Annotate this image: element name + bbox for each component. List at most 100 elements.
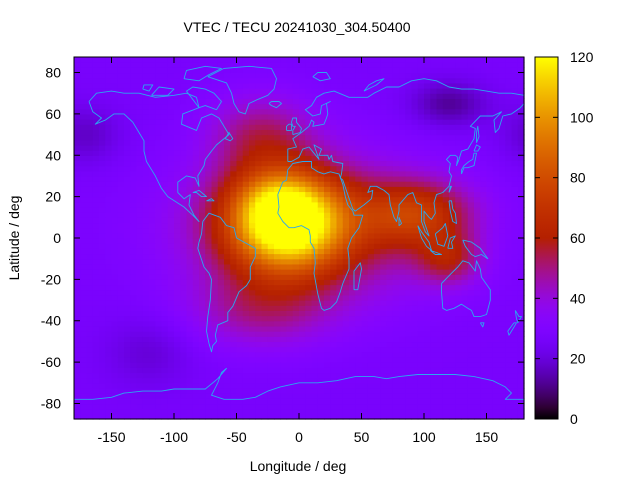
heatmap-cell (299, 232, 306, 239)
heatmap-cell (361, 93, 369, 99)
heatmap-cell (192, 387, 200, 394)
heatmap-cell (149, 398, 156, 405)
heatmap-cell (399, 393, 406, 399)
heatmap-cell (174, 212, 181, 218)
heatmap-cell (461, 88, 469, 94)
heatmap-cell (149, 155, 156, 162)
heatmap-cell (461, 113, 469, 120)
heatmap-cell (211, 398, 219, 405)
heatmap-cell (267, 160, 275, 167)
heatmap-cell (492, 238, 500, 244)
heatmap-cell (199, 305, 206, 311)
heatmap-cell (230, 269, 238, 275)
heatmap-cell (267, 367, 275, 374)
heatmap-cell (274, 393, 281, 399)
heatmap-cell (236, 108, 244, 115)
heatmap-cell (386, 155, 394, 162)
heatmap-cell (80, 181, 88, 187)
heatmap-cell (205, 248, 213, 255)
heatmap-cell (355, 82, 363, 89)
heatmap-cell (92, 201, 100, 208)
heatmap-cell (374, 67, 381, 74)
heatmap-cell (130, 67, 138, 74)
heatmap-cell (217, 186, 225, 193)
heatmap-cell (174, 274, 181, 280)
heatmap-cell (180, 325, 188, 332)
heatmap-cell (230, 155, 238, 162)
heatmap-cell (142, 331, 150, 337)
heatmap-cell (474, 238, 481, 244)
heatmap-cell (242, 331, 250, 337)
heatmap-cell (386, 243, 394, 249)
heatmap-cell (324, 72, 331, 79)
heatmap-cell (149, 413, 156, 420)
heatmap-cell (474, 258, 481, 265)
heatmap-cell (461, 331, 469, 337)
heatmap-cell (336, 186, 344, 193)
heatmap-cell (380, 346, 388, 353)
heatmap-cell (417, 263, 425, 270)
heatmap-cell (311, 294, 319, 301)
heatmap-cell (286, 222, 294, 229)
heatmap-cell (474, 217, 481, 224)
heatmap-cell (249, 222, 256, 229)
heatmap-cell (167, 315, 175, 322)
heatmap-cell (136, 165, 144, 172)
heatmap-cell (80, 382, 88, 389)
heatmap-cell (117, 263, 125, 270)
heatmap-cell (467, 289, 475, 296)
heatmap-cell (74, 227, 81, 234)
heatmap-cell (261, 124, 269, 130)
heatmap-cell (342, 222, 350, 229)
heatmap-cell (424, 57, 431, 63)
heatmap-cell (380, 77, 388, 84)
heatmap-cell (455, 98, 463, 105)
heatmap-cell (330, 382, 338, 389)
heatmap-cell (155, 362, 163, 368)
heatmap-cell (261, 300, 269, 306)
heatmap-cell (430, 243, 438, 249)
heatmap-cell (342, 346, 350, 353)
heatmap-cell (99, 206, 106, 213)
heatmap-cell (461, 186, 469, 193)
heatmap-cell (499, 129, 506, 136)
heatmap-cell (355, 103, 363, 110)
heatmap-cell (392, 186, 400, 193)
heatmap-cell (424, 139, 431, 146)
heatmap-cell (155, 88, 163, 94)
heatmap-cell (86, 320, 94, 327)
heatmap-cell (399, 274, 406, 280)
heatmap-cell (317, 408, 325, 415)
heatmap-cell (380, 144, 388, 151)
heatmap-cell (492, 336, 500, 343)
heatmap-cell (117, 139, 125, 146)
heatmap-cell (499, 263, 506, 270)
heatmap-cell (99, 387, 106, 394)
heatmap-cell (336, 232, 344, 239)
heatmap-cell (342, 274, 350, 280)
heatmap-cell (255, 305, 263, 311)
heatmap-cell (255, 181, 263, 187)
heatmap-cell (255, 62, 263, 68)
heatmap-cell (86, 103, 94, 110)
heatmap-cell (467, 300, 475, 306)
heatmap-cell (192, 165, 200, 172)
heatmap-cell (249, 408, 256, 415)
heatmap-cell (155, 170, 163, 177)
heatmap-cell (336, 362, 344, 368)
heatmap-cell (186, 258, 194, 265)
heatmap-cell (449, 341, 456, 348)
heatmap-cell (149, 274, 156, 280)
heatmap-cell (111, 103, 119, 110)
heatmap-cell (374, 93, 381, 99)
heatmap-cell (242, 315, 250, 322)
heatmap-cell (124, 315, 131, 322)
heatmap-cell (424, 398, 431, 405)
heatmap-cell (74, 253, 81, 260)
heatmap-cell (205, 372, 213, 379)
heatmap-cell (367, 413, 375, 420)
heatmap-cell (430, 134, 438, 141)
heatmap-cell (186, 175, 194, 182)
heatmap-cell (142, 155, 150, 162)
heatmap-cell (324, 336, 331, 343)
